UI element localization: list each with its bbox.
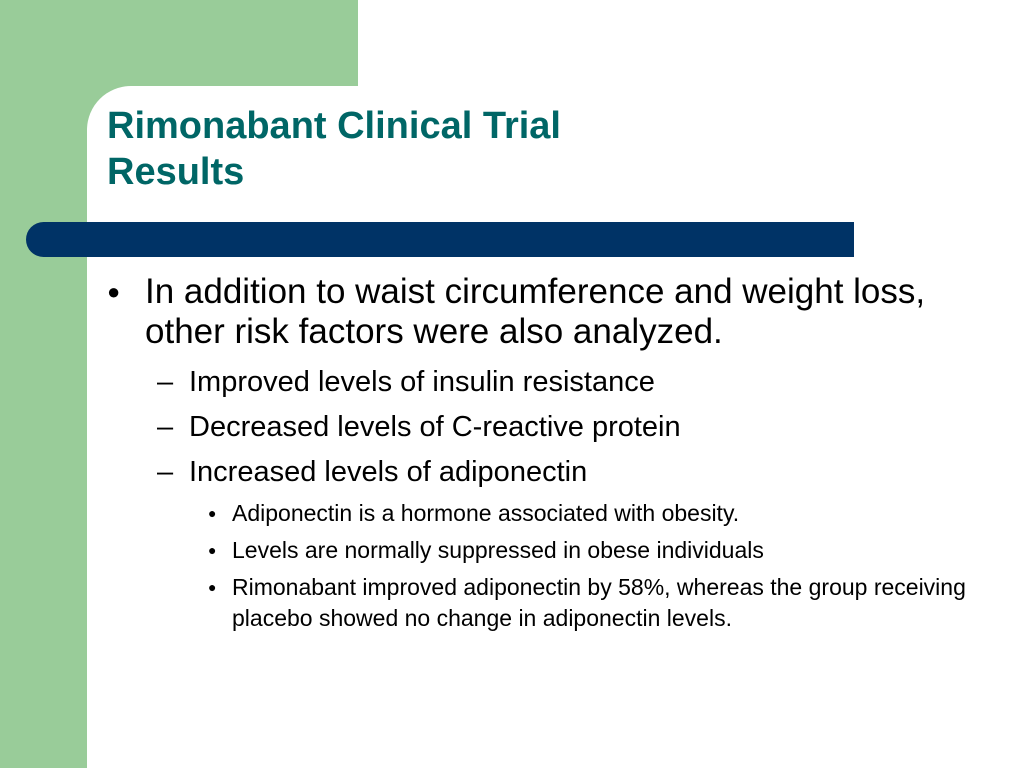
subsub-bullet-text: Levels are normally suppressed in obese … (232, 537, 764, 563)
bullet-dot-icon: ● (208, 505, 217, 521)
bullet-dot-icon: ● (208, 542, 217, 558)
subsub-bullet-result: ● Rimonabant improved adiponectin by 58%… (208, 572, 968, 634)
slide-title: Rimonabant Clinical Trial Results (107, 103, 807, 195)
subsub-bullet-text: Rimonabant improved adiponectin by 58%, … (232, 574, 966, 631)
subsub-bullet-suppressed: ● Levels are normally suppressed in obes… (208, 535, 968, 566)
bullet-main: ● In addition to waist circumference and… (107, 272, 957, 352)
sub-bullet-adiponectin: – Increased levels of adiponectin (157, 455, 957, 489)
subsub-bullet-hormone: ● Adiponectin is a hormone associated wi… (208, 498, 968, 529)
dash-icon: – (157, 366, 174, 398)
slide-title-line-2: Results (107, 151, 245, 193)
sub-bullet-crp: – Decreased levels of C-reactive protein (157, 410, 957, 444)
sub-bullet-text: Improved levels of insulin resistance (189, 366, 655, 398)
sub-bullet-text: Decreased levels of C-reactive protein (189, 411, 681, 443)
dash-icon: – (157, 411, 174, 443)
sub-bullet-insulin: – Improved levels of insulin resistance (157, 365, 957, 399)
content-panel (87, 86, 1024, 768)
bullet-main-text: In addition to waist circumference and w… (145, 272, 926, 351)
slide-title-line-1: Rimonabant Clinical Trial (107, 105, 561, 147)
bullet-dot-icon: ● (107, 279, 121, 304)
sub-bullet-text: Increased levels of adiponectin (189, 456, 588, 488)
bullet-dot-icon: ● (208, 579, 217, 595)
title-divider-bar (26, 222, 854, 257)
dash-icon: – (157, 456, 174, 488)
subsub-bullet-text: Adiponectin is a hormone associated with… (232, 500, 740, 526)
